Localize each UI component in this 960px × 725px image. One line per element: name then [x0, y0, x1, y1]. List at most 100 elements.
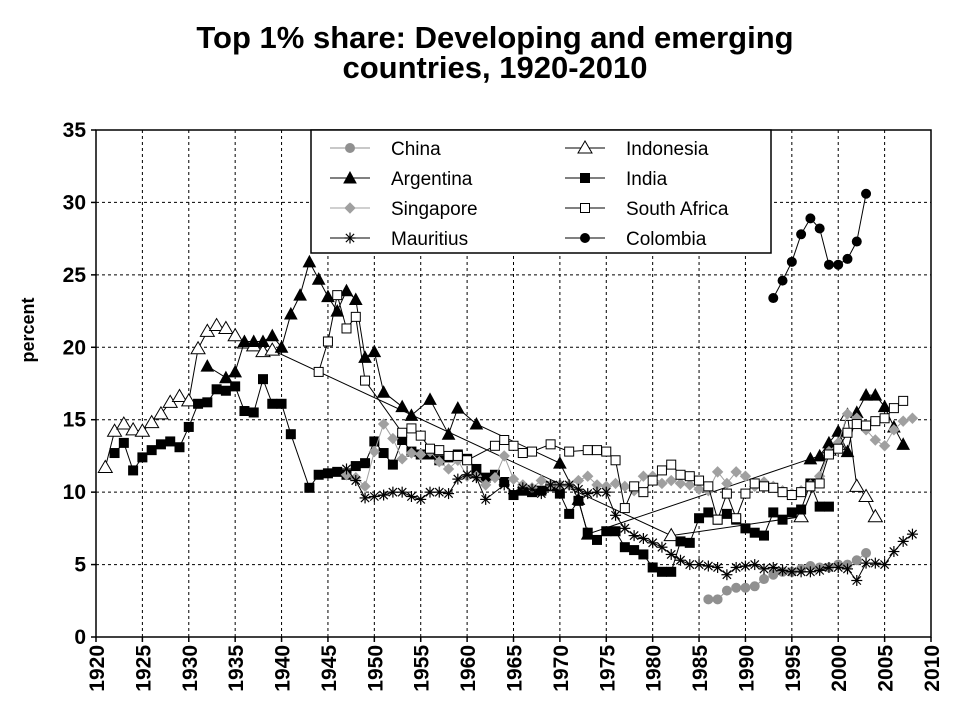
data-point-china: [712, 594, 723, 605]
data-point-mauritius: [415, 493, 427, 505]
data-point-argentina: [553, 456, 567, 469]
data-point-singapore: [656, 477, 668, 490]
data-point-india: [694, 513, 705, 524]
data-point-mauritius-stroke: [573, 484, 583, 494]
data-point-singapore: [498, 450, 510, 462]
data-point-mauritius: [684, 559, 696, 571]
data-point-argentina: [237, 334, 252, 347]
data-point-south-africa: [712, 514, 723, 525]
data-point-argentina: [293, 288, 307, 301]
data-point-colombia: [814, 223, 825, 234]
data-point-mauritius-stroke: [898, 536, 908, 546]
legend-label-india: India: [626, 169, 668, 190]
data-point-mauritius: [350, 475, 362, 487]
legend-item-south-africa: South Africa: [565, 199, 729, 220]
data-point-mauritius: [795, 566, 807, 578]
data-point-mauritius-stroke: [833, 562, 843, 573]
data-point-south-africa: [489, 440, 500, 451]
data-point-india: [759, 530, 769, 541]
data-point-india: [749, 527, 760, 538]
data-point-south-africa: [610, 455, 621, 466]
data-point-india: [193, 398, 204, 409]
data-point-south-africa: [731, 513, 742, 524]
data-point-colombia: [861, 188, 872, 199]
data-point-south-africa: [619, 503, 630, 514]
data-point-mauritius-stroke: [768, 562, 778, 573]
data-point-south-africa: [666, 459, 677, 470]
data-point-mauritius: [888, 546, 900, 558]
data-point-mauritius: [359, 492, 371, 504]
data-point-india: [304, 482, 315, 493]
data-point-argentina: [376, 385, 391, 398]
data-point-mauritius-stroke: [508, 489, 519, 499]
data-point-south-africa: [332, 290, 343, 301]
legend-label-china: China: [391, 139, 441, 160]
data-point-mauritius-stroke: [629, 531, 639, 541]
data-point-mauritius: [777, 564, 789, 576]
data-point-mauritius: [897, 535, 909, 547]
data-point-mauritius: [470, 472, 482, 484]
x-tick-label: 1980: [643, 645, 666, 692]
data-point-india: [647, 562, 658, 573]
data-point-south-africa: [888, 403, 899, 414]
data-point-mauritius-stroke: [434, 487, 444, 497]
data-point-mauritius: [712, 561, 724, 573]
legend-label-colombia: Colombia: [626, 229, 707, 250]
data-point-south-africa: [350, 311, 361, 322]
data-point-mauritius-stroke: [471, 473, 481, 483]
series-mauritius: [341, 463, 918, 587]
data-point-indonesia: [134, 423, 151, 437]
data-point-singapore: [888, 424, 900, 436]
data-point-mauritius-stroke: [694, 560, 704, 570]
data-point-china: [861, 547, 872, 558]
data-point-south-africa: [768, 482, 779, 493]
data-point-singapore: [396, 453, 408, 465]
data-point-mauritius-stroke: [379, 490, 389, 500]
data-point-india: [823, 501, 834, 512]
data-point-mauritius-stroke: [601, 487, 611, 497]
data-point-mauritius: [535, 488, 547, 500]
data-point-argentina: [274, 340, 289, 353]
data-point-south-africa: [675, 469, 686, 480]
data-point-mauritius: [814, 564, 826, 576]
data-point-mauritius: [341, 463, 352, 475]
data-point-singapore: [433, 456, 445, 468]
data-point-mauritius: [396, 486, 408, 498]
data-point-india: [230, 381, 241, 392]
data-point-china: [703, 594, 714, 605]
data-point-south-africa: [341, 323, 352, 334]
data-point-mauritius-stroke: [499, 480, 509, 490]
data-point-singapore: [405, 447, 418, 459]
data-point-singapore: [730, 466, 742, 478]
data-point-china: [721, 585, 732, 596]
data-point-mauritius: [767, 561, 779, 573]
data-point-mauritius: [378, 489, 390, 501]
data-point-mauritius: [832, 561, 844, 573]
data-point-india: [638, 549, 649, 560]
data-point-mauritius: [610, 509, 622, 521]
data-point-china: [851, 555, 862, 566]
series-south-africa: [313, 290, 909, 525]
data-point-singapore: [368, 445, 381, 458]
data-point-india: [740, 523, 751, 534]
data-point-mauritius: [517, 482, 529, 494]
data-point-mauritius: [628, 530, 640, 542]
series-argentina: [200, 254, 911, 540]
chart-title-line-2: countries, 1920-2010: [342, 50, 647, 85]
data-point-south-africa: [397, 427, 408, 438]
data-point-south-africa: [740, 488, 751, 499]
data-point-mauritius-stroke: [360, 493, 370, 503]
data-point-south-africa: [656, 465, 667, 476]
x-tick-label: 1935: [225, 645, 248, 692]
x-tick-label: 1930: [179, 645, 202, 692]
data-point-india: [387, 459, 398, 470]
data-point-india: [582, 527, 593, 538]
data-point-mauritius-stroke: [805, 567, 815, 577]
data-point-mauritius: [906, 528, 918, 540]
data-point-india: [814, 501, 825, 512]
data-point-south-africa: [833, 443, 844, 454]
data-point-singapore: [637, 470, 650, 482]
data-point-colombia: [805, 213, 816, 224]
data-point-india: [239, 406, 250, 417]
